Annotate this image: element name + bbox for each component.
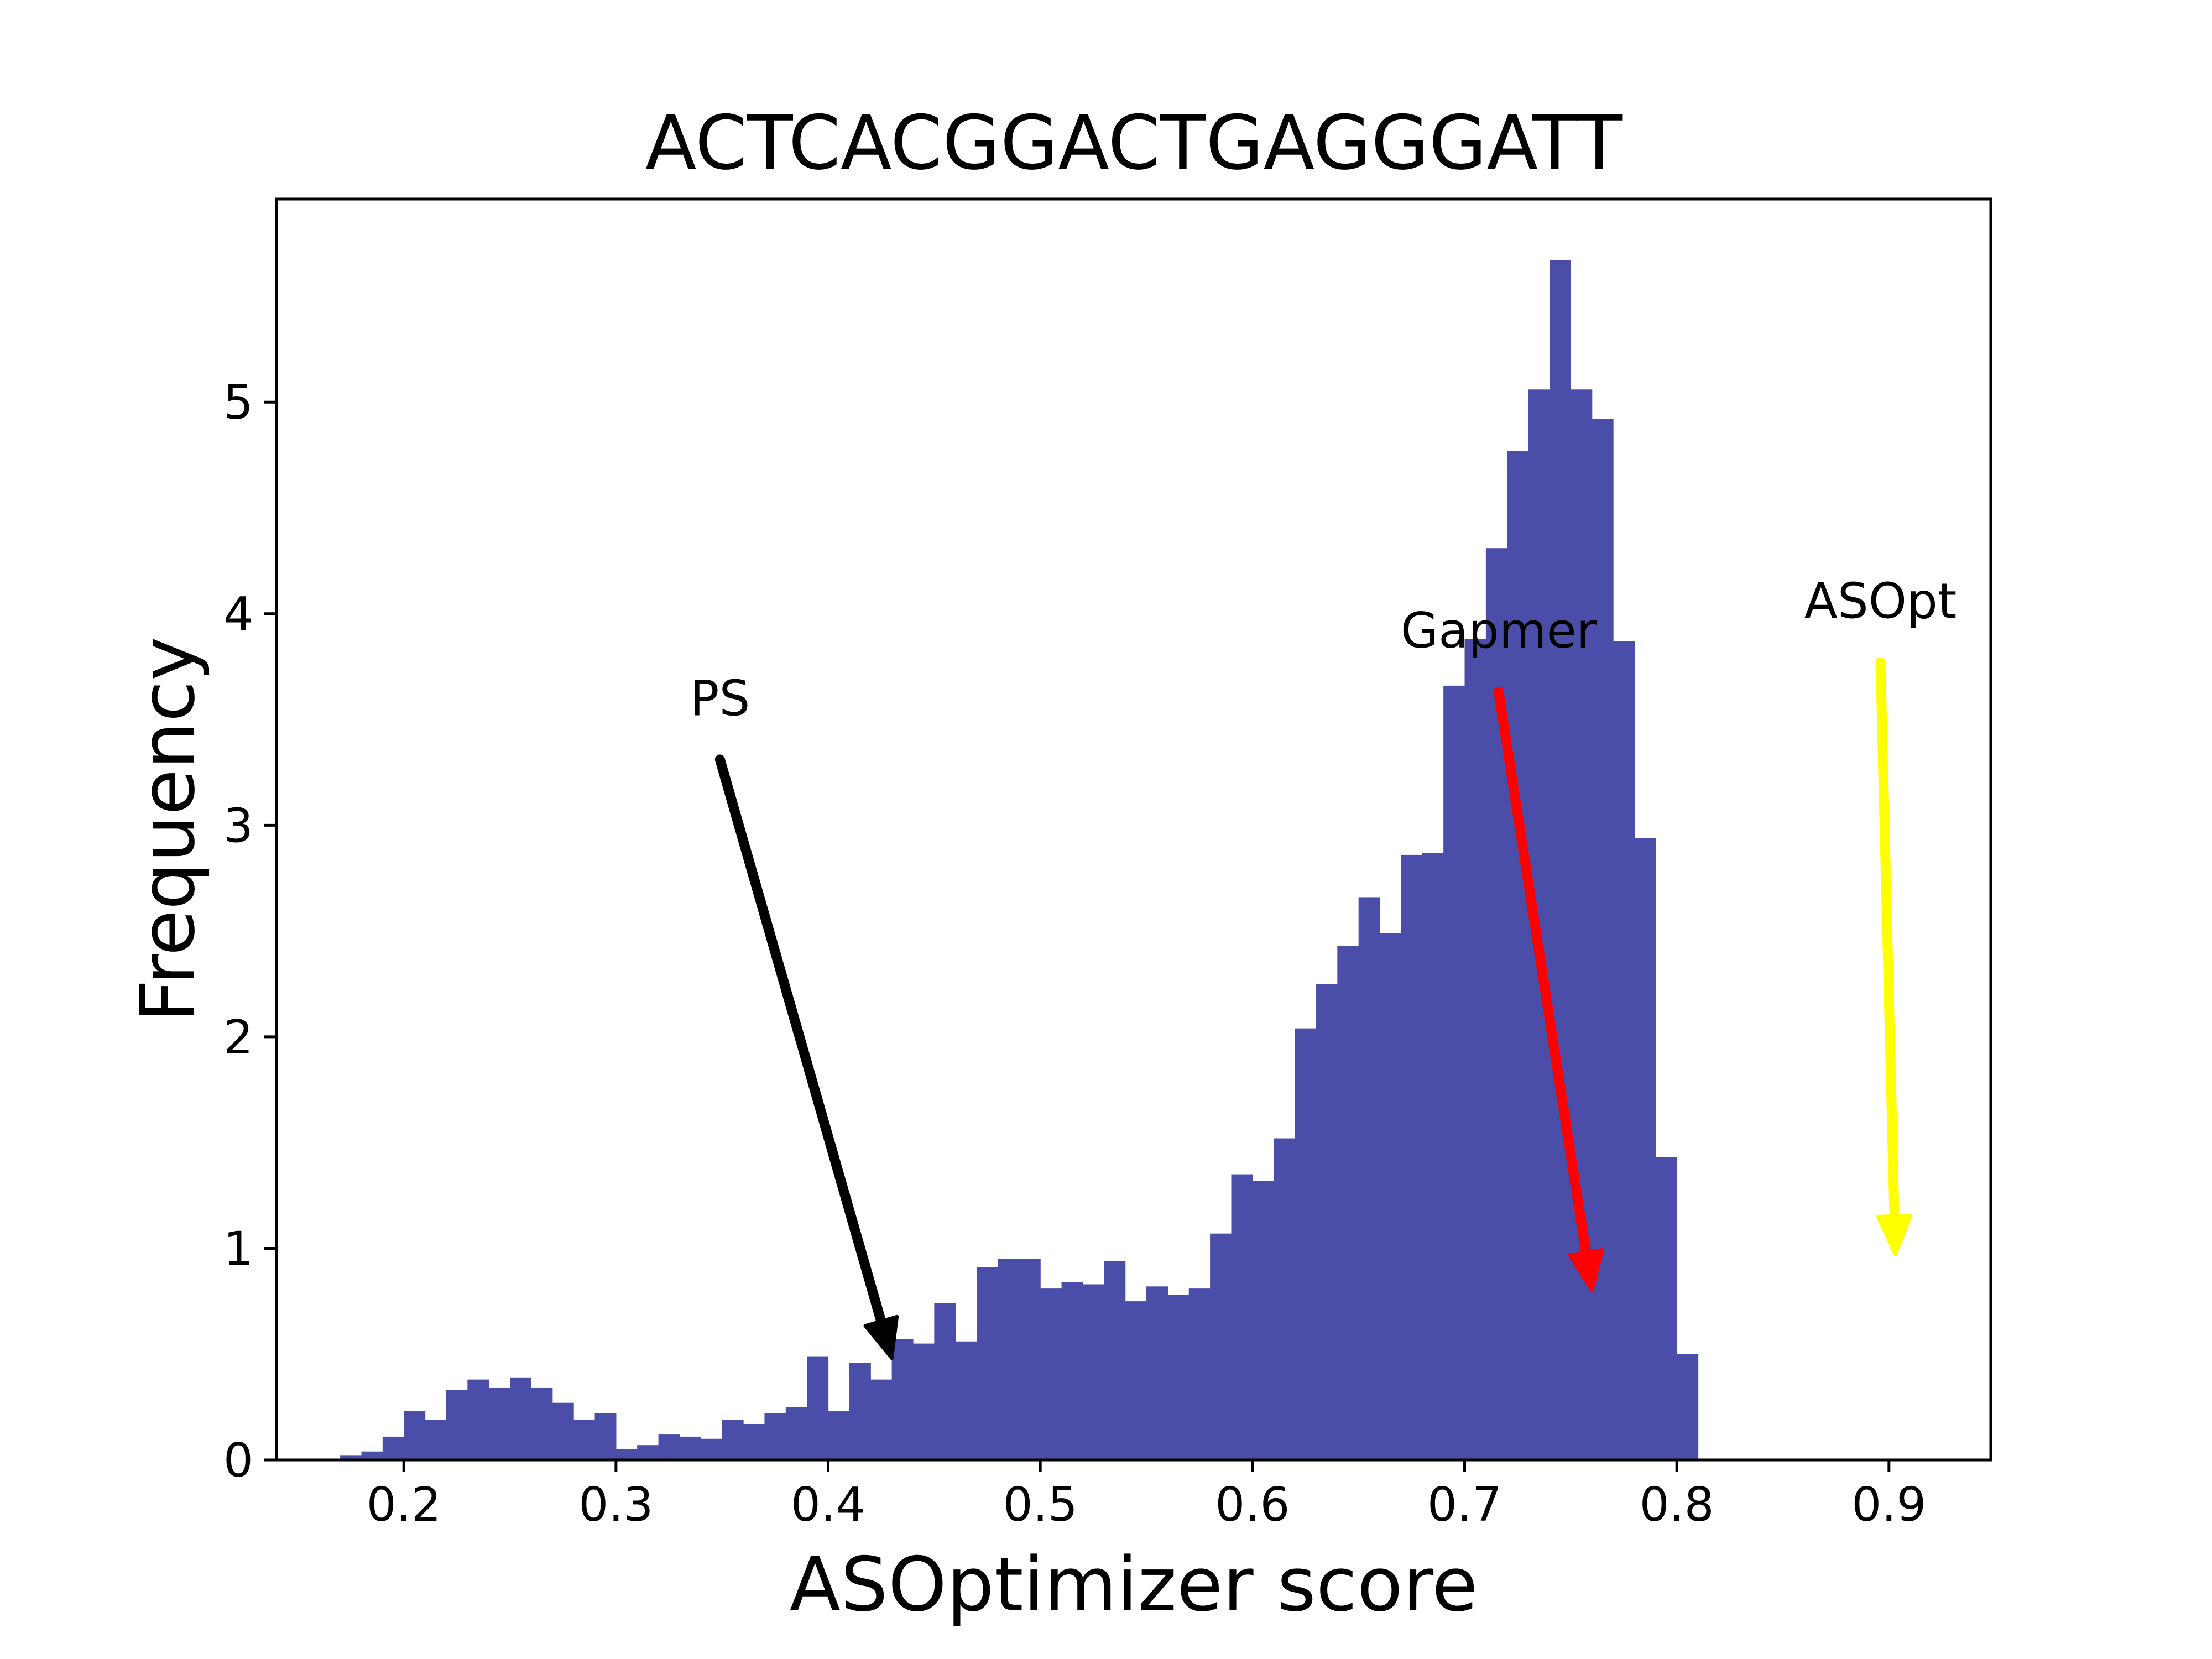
histogram-bar	[1316, 984, 1338, 1460]
histogram-bar	[998, 1259, 1020, 1460]
histogram-bar	[1634, 838, 1656, 1460]
histogram-bar	[1146, 1286, 1168, 1460]
histogram-bar	[573, 1420, 596, 1460]
histogram-bar	[1295, 1028, 1317, 1460]
histogram-bar	[1040, 1288, 1062, 1460]
histogram-bar	[912, 1343, 935, 1460]
histogram-bar	[425, 1420, 447, 1460]
histogram-bar	[658, 1434, 680, 1460]
histogram-bar	[1104, 1261, 1126, 1460]
histogram-bar	[1125, 1301, 1147, 1460]
histogram-bar	[1571, 389, 1593, 1460]
histogram-bar	[1358, 897, 1380, 1460]
histogram-bar	[1401, 854, 1423, 1460]
y-axis-ticks: 0 1 2 3 4 5	[223, 375, 276, 1488]
histogram-bar	[1082, 1284, 1104, 1460]
histogram-bar	[1549, 260, 1571, 1460]
histogram-bar	[1019, 1259, 1041, 1460]
y-tick-label: 5	[223, 375, 253, 430]
histogram-bar	[1655, 1157, 1677, 1460]
x-tick-label: 0.3	[578, 1478, 653, 1532]
histogram-bar	[615, 1449, 638, 1460]
annotation-arrow-head	[1876, 1214, 1913, 1256]
y-tick-label: 2	[223, 1010, 253, 1065]
x-tick-label: 0.6	[1215, 1478, 1290, 1532]
histogram-bar	[467, 1379, 489, 1460]
histogram-bar	[1337, 946, 1359, 1460]
x-tick-label: 0.5	[1003, 1478, 1078, 1532]
histogram-bar	[849, 1363, 871, 1460]
histogram-bar	[1252, 1181, 1274, 1460]
annotation-label: ASOpt	[1804, 572, 1957, 629]
histogram-bar	[1274, 1138, 1296, 1460]
histogram-bar	[552, 1402, 574, 1460]
histogram-bar	[1613, 641, 1635, 1460]
histogram-bar	[1380, 933, 1402, 1460]
annotation-arrow-shaft	[714, 754, 886, 1327]
annotation-arrow-shaft	[1493, 687, 1591, 1258]
histogram-bar	[404, 1411, 426, 1460]
histogram-bar	[977, 1267, 999, 1460]
histogram-bar	[1443, 685, 1465, 1460]
x-tick-label: 0.2	[367, 1478, 441, 1532]
histogram-bar	[891, 1339, 914, 1460]
histogram-bar	[1485, 548, 1507, 1460]
histogram-bar	[1422, 853, 1444, 1460]
histogram-bar	[531, 1387, 553, 1460]
x-tick-label: 0.8	[1640, 1478, 1714, 1532]
histogram-bar	[1677, 1354, 1699, 1460]
histogram-bar	[1464, 639, 1486, 1460]
histogram-bar	[594, 1413, 617, 1460]
x-axis-ticks: 0.2 0.3 0.4 0.5 0.6 0.7 0.8 0.9	[367, 1460, 1926, 1532]
histogram-bar	[382, 1436, 404, 1460]
annotation-arrow-head	[1568, 1248, 1604, 1292]
histogram-bar	[1061, 1282, 1083, 1460]
y-tick-label: 3	[223, 799, 253, 853]
plot-frame	[275, 197, 1992, 1462]
histogram-bar	[340, 1455, 362, 1460]
histogram-bar	[510, 1377, 531, 1460]
histogram-bar	[361, 1451, 383, 1460]
x-tick-label: 0.4	[791, 1478, 865, 1532]
histogram-bar	[722, 1420, 744, 1460]
x-tick-label: 0.9	[1851, 1478, 1926, 1532]
histogram-bar	[488, 1387, 510, 1460]
annotations: PS Gapmer ASOpt	[690, 572, 1957, 1360]
histogram-bar	[679, 1436, 701, 1460]
histogram-bar	[1188, 1288, 1211, 1460]
y-tick-label: 0	[223, 1433, 253, 1488]
histogram-bars	[340, 260, 1699, 1460]
histogram-bar	[934, 1303, 956, 1460]
histogram-bar	[637, 1445, 659, 1460]
histogram-bar	[1167, 1295, 1190, 1460]
histogram-bar	[870, 1379, 893, 1460]
chart-title: ACTCACGGACTGAGGGATT	[645, 100, 1623, 186]
annotation-label: Gapmer	[1401, 602, 1597, 659]
histogram-bar	[743, 1423, 765, 1460]
histogram-bar	[807, 1356, 829, 1460]
histogram-bar	[701, 1438, 723, 1460]
x-axis-label: ASOptimizer score	[790, 1541, 1478, 1628]
histogram-bar	[955, 1341, 977, 1460]
y-tick-label: 1	[223, 1222, 253, 1276]
annotation-arrow-shaft	[1875, 657, 1900, 1221]
histogram-bar	[1592, 419, 1614, 1460]
x-tick-label: 0.7	[1427, 1478, 1502, 1532]
y-tick-label: 4	[223, 587, 253, 642]
histogram-bar	[1507, 451, 1529, 1460]
histogram-bar	[1231, 1174, 1253, 1460]
histogram-bar	[1210, 1233, 1232, 1460]
annotation-arrow-head	[863, 1314, 899, 1360]
histogram-bar	[828, 1411, 850, 1460]
annotation-label: PS	[690, 670, 750, 727]
histogram-bar	[446, 1390, 468, 1460]
y-axis-label: Frequency	[124, 637, 211, 1022]
histogram-bar	[785, 1407, 807, 1460]
histogram-bar	[764, 1413, 786, 1460]
